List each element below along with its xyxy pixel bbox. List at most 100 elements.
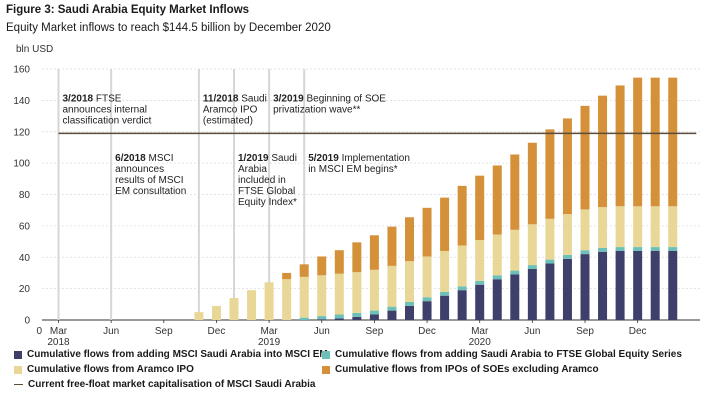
bar-segment-ftse xyxy=(405,301,414,306)
bar-segment-msci xyxy=(562,258,572,320)
event-annotation-line: announces internal xyxy=(63,105,148,116)
legend-label-ftse: Cumulative flows from adding Saudi Arabi… xyxy=(335,349,682,360)
bar-segment-aramco xyxy=(247,290,257,320)
event-annotation-line: FTSE Global xyxy=(238,186,295,197)
bar-segment-soe xyxy=(352,242,362,273)
bar-segment-soe xyxy=(422,207,432,257)
x-tick-label: Dec xyxy=(629,326,647,337)
event-annotation-line: in MSCI EM begins* xyxy=(308,164,398,175)
bar-segment-msci xyxy=(405,305,414,320)
bar-segment-msci xyxy=(475,284,485,320)
bar-segment-ftse xyxy=(387,306,397,311)
event-annotation: 3/2019 Beginning of SOE xyxy=(273,94,386,105)
bar-segment-soe xyxy=(650,77,660,207)
legend-swatch-ftse xyxy=(322,350,330,359)
event-date: 11/2018 xyxy=(203,94,241,105)
bar-segment-msci xyxy=(650,250,660,320)
bar-segment-ftse xyxy=(527,265,537,270)
y-tick-label: 80 xyxy=(19,190,31,201)
legend-label-soe: Cumulative flows from IPOs of SOEs exclu… xyxy=(335,364,599,375)
x-tick-year-label: 2020 xyxy=(469,337,492,345)
bar-segment-soe xyxy=(457,185,467,246)
bar-segment-soe xyxy=(545,129,555,219)
bar-segment-soe xyxy=(387,226,397,266)
bar-segment-msci xyxy=(422,301,432,320)
legend-swatch-msci xyxy=(14,350,22,359)
bar-segment-soe xyxy=(440,197,450,251)
bar-segment-aramco xyxy=(457,245,467,287)
bar-segment-msci xyxy=(369,314,379,320)
event-date: 3/2018 xyxy=(63,94,96,105)
event-text: FTSE xyxy=(96,94,122,105)
bar-segment-ftse xyxy=(562,254,572,259)
y-tick-label: 0 xyxy=(24,316,30,327)
figure-subtitle: Equity Market inflows to reach $144.5 bi… xyxy=(6,22,331,34)
event-annotation: 1/2019 Saudi xyxy=(238,153,297,164)
bar-segment-ftse xyxy=(440,291,450,296)
legend-item-ftse: Cumulative flows from adding Saudi Arabi… xyxy=(322,349,682,360)
bar-segment-msci xyxy=(668,250,678,320)
event-annotation-line: results of MSCI xyxy=(115,175,183,186)
bar-segment-aramco xyxy=(369,269,379,311)
x-tick-label: Dec xyxy=(418,326,436,337)
bar-segment-aramco xyxy=(615,206,625,248)
event-text: Beginning of SOE xyxy=(306,94,386,105)
legend-swatch-soe xyxy=(322,365,330,374)
event-annotation-line: announces xyxy=(115,164,164,175)
x-tick-label: Jun xyxy=(103,326,119,337)
x-tick-label: Mar xyxy=(471,326,489,337)
bar-segment-aramco xyxy=(527,224,537,266)
bar-segment-aramco xyxy=(422,256,432,298)
bar-segment-ftse xyxy=(334,314,344,319)
bar-segment-soe xyxy=(510,154,520,230)
y-tick-label: 120 xyxy=(13,127,30,138)
event-date: 5/2019 xyxy=(308,153,341,164)
event-annotation-line: (estimated) xyxy=(203,116,253,127)
bar-segment-msci xyxy=(527,269,537,320)
x-tick-year-label: 2019 xyxy=(258,337,281,345)
bar-segment-aramco xyxy=(440,250,450,292)
legend-swatch-aramco xyxy=(14,365,22,374)
bar-segment-ftse xyxy=(598,247,608,252)
bar-segment-soe xyxy=(475,175,485,240)
bar-segment-ftse xyxy=(650,247,660,251)
y-tick-label: 60 xyxy=(19,221,31,232)
bar-segment-ftse xyxy=(492,275,502,280)
bar-segment-msci xyxy=(352,316,362,320)
bar-segment-aramco xyxy=(405,261,414,302)
event-annotation-line: Aramco IPO xyxy=(203,105,258,116)
bar-segment-ftse xyxy=(510,270,520,275)
event-annotation-line: privatization wave** xyxy=(273,105,360,116)
bar-segment-ftse xyxy=(633,247,643,251)
bar-segment-aramco xyxy=(194,312,204,320)
bar-segment-msci xyxy=(317,319,327,320)
event-date: 6/2018 xyxy=(115,153,148,164)
bar-segment-aramco xyxy=(650,206,660,248)
x-tick-label: Sep xyxy=(155,326,173,337)
bar-segment-soe xyxy=(633,77,643,207)
bar-segment-soe xyxy=(369,235,379,270)
event-date: 1/2019 xyxy=(238,153,271,164)
bar-segment-msci xyxy=(334,318,344,320)
event-annotation-line: EM consultation xyxy=(115,186,186,197)
event-annotation-line: Arabia xyxy=(238,164,267,175)
event-annotation: 5/2019 Implementation xyxy=(308,153,410,164)
bar-segment-ftse xyxy=(545,259,555,264)
bar-segment-ftse xyxy=(352,312,362,317)
x-tick-label: Sep xyxy=(366,326,384,337)
x-tick-label: Dec xyxy=(208,326,226,337)
bar-segment-soe xyxy=(317,256,327,276)
event-text: Saudi xyxy=(241,94,267,105)
bar-segment-aramco xyxy=(668,206,678,248)
bar-segment-ftse xyxy=(317,316,327,320)
bar-segment-msci xyxy=(440,295,450,320)
x-tick-label: Sep xyxy=(576,326,594,337)
event-annotation-line: included in xyxy=(238,175,286,186)
event-annotation: 11/2018 Saudi xyxy=(203,94,267,105)
bar-segment-ftse xyxy=(299,317,309,320)
bar-segment-msci xyxy=(598,251,608,320)
bar-segment-aramco xyxy=(317,275,327,317)
bar-segment-soe xyxy=(562,118,572,215)
bar-segment-msci xyxy=(633,250,643,320)
